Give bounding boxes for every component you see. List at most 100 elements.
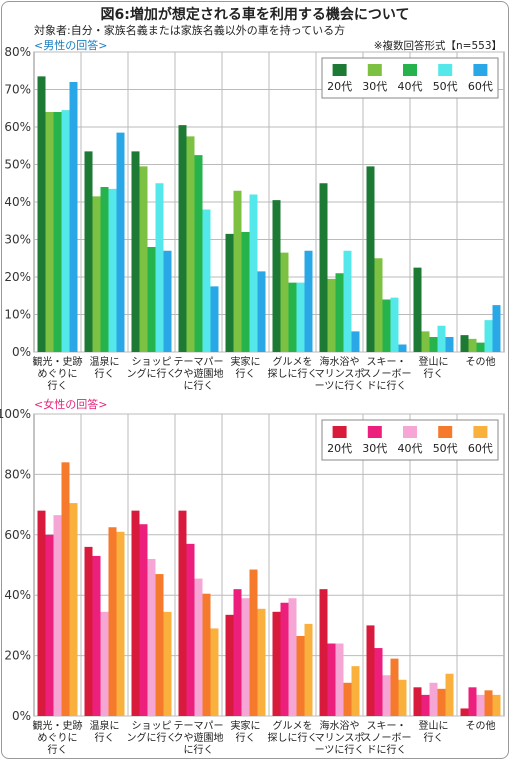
bar-50代-2: [155, 183, 164, 352]
bar-30代-1: [92, 196, 101, 352]
bar-40代-6: [335, 643, 344, 716]
bar-60代-6: [351, 331, 360, 352]
legend-label: 50代: [433, 80, 458, 93]
bar-50代-5: [296, 635, 305, 716]
bar-30代-5: [280, 602, 289, 716]
bar-30代-6: [327, 643, 336, 716]
bar-50代-4: [249, 569, 258, 716]
y-tick-label: 20%: [4, 649, 31, 663]
subject-text: 対象者:自分・家族名義または家族名義以外の車を持っている方: [34, 24, 346, 37]
bar-20代-0: [37, 76, 46, 352]
x-category-label: 登山に行く: [419, 719, 449, 744]
bar-30代-0: [45, 534, 54, 716]
bar-60代-1: [116, 531, 125, 716]
y-tick-label: 70%: [4, 83, 31, 97]
bar-60代-3: [210, 286, 219, 352]
bar-40代-7: [382, 299, 391, 352]
y-tick-label: 30%: [4, 233, 31, 247]
bar-50代-8: [437, 688, 446, 716]
legend-swatch: [473, 64, 488, 76]
page-title: 図6:増加が想定される車を利用する機会について: [100, 7, 410, 23]
bar-20代-9: [460, 335, 469, 352]
bar-30代-7: [374, 648, 383, 716]
x-category-label: 実家に行く: [231, 355, 261, 380]
x-category-label: スキー・スノーボードに行く: [362, 721, 412, 756]
bar-20代-6: [319, 589, 328, 716]
bar-30代-3: [186, 543, 195, 716]
bar-60代-4: [257, 608, 266, 716]
bar-60代-5: [304, 250, 313, 352]
bar-50代-6: [343, 250, 352, 352]
x-category-label: 登山に行く: [419, 355, 449, 380]
bar-30代-1: [92, 555, 101, 716]
legend-label: 30代: [362, 442, 387, 455]
bar-20代-1: [84, 151, 93, 352]
bar-40代-7: [382, 675, 391, 716]
bar-20代-9: [460, 708, 469, 716]
bar-40代-3: [194, 578, 203, 716]
bar-20代-0: [37, 510, 46, 716]
bar-60代-8: [445, 337, 454, 352]
chart-1: 0% 20% 40% 60% 80% 100% 観光・史跡めぐりに行く温泉に行くショッピング…: [0, 407, 505, 756]
bar-60代-9: [492, 694, 501, 716]
bar-60代-9: [492, 305, 501, 352]
bar-60代-7: [398, 344, 407, 352]
y-tick-label: 40%: [4, 195, 31, 209]
x-category-label: 実家に行く: [231, 719, 261, 744]
bar-30代-5: [280, 252, 289, 352]
x-category-label: グルメを探しに行く: [268, 355, 318, 380]
bar-50代-6: [343, 682, 352, 716]
x-category-label: 海水浴やマリンスポーツに行く: [315, 719, 365, 756]
bar-50代-1: [108, 188, 117, 352]
legend-label: 60代: [468, 442, 493, 455]
bar-40代-6: [335, 273, 344, 352]
bar-40代-1: [100, 611, 109, 716]
bar-40代-2: [147, 558, 156, 716]
bar-20代-6: [319, 183, 328, 352]
legend-label: 50代: [433, 442, 458, 455]
bar-50代-5: [296, 282, 305, 352]
bar-30代-7: [374, 258, 383, 352]
bar-50代-0: [61, 462, 70, 716]
x-category-label: その他: [466, 719, 496, 732]
y-tick-label: 50%: [4, 158, 31, 172]
bar-20代-8: [413, 267, 422, 352]
legend-swatch: [403, 426, 417, 438]
bar-30代-4: [233, 190, 242, 352]
bar-60代-7: [398, 679, 407, 716]
bar-40代-5: [288, 598, 297, 716]
bar-20代-5: [272, 200, 281, 352]
legend-swatch: [438, 426, 453, 438]
bar-20代-2: [131, 510, 140, 716]
legend-label: 30代: [362, 80, 387, 93]
y-tick-label: 40%: [4, 588, 31, 602]
bar-40代-1: [100, 187, 109, 352]
bar-50代-2: [155, 574, 164, 716]
bar-60代-2: [163, 611, 172, 716]
legend-swatch: [473, 426, 488, 438]
legend-label: 40代: [398, 80, 423, 93]
x-category-label: グルメを探しに行く: [268, 719, 318, 744]
bar-60代-1: [116, 132, 125, 352]
y-tick-label: 0%: [12, 345, 31, 359]
bar-30代-8: [421, 694, 430, 716]
legend-swatch: [403, 64, 417, 76]
x-category-label: 温泉に行く: [90, 719, 120, 744]
bar-30代-0: [45, 112, 54, 352]
bar-60代-4: [257, 271, 266, 352]
legend-swatch: [332, 426, 347, 438]
bar-20代-7: [366, 166, 375, 352]
x-category-label: スキー・スノーボードに行く: [362, 357, 412, 392]
bar-20代-7: [366, 625, 375, 716]
bar-30代-2: [139, 524, 148, 716]
y-tick-label: 80%: [4, 467, 31, 481]
x-category-label: テーマパークや遊園地に行く: [174, 356, 224, 392]
bar-50代-3: [202, 593, 211, 716]
x-category-label: 海水浴やマリンスポーツに行く: [315, 355, 365, 392]
bar-50代-3: [202, 209, 211, 352]
y-tick-label: 80%: [4, 45, 31, 59]
bar-20代-3: [178, 125, 187, 352]
x-category-label: 温泉に行く: [90, 355, 120, 380]
y-tick-label: 0%: [12, 709, 31, 723]
